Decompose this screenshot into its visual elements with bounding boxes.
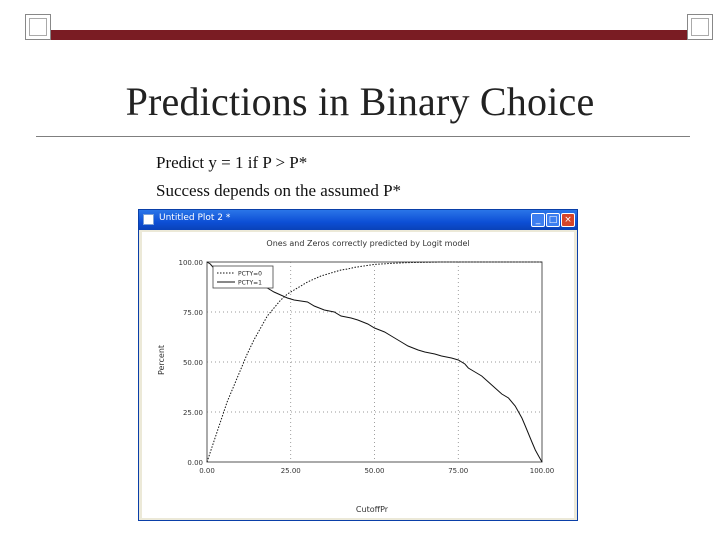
y-tick-label: 25.00 [183,409,203,417]
bullet-item: Predict y = 1 if P > P* [156,153,308,172]
x-axis-label: CutoffPr [356,505,389,514]
series-line-1 [206,261,542,463]
plot-window[interactable]: Untitled Plot 2 * _ □ × Ones and Zeros c… [138,209,578,521]
title-divider [36,136,690,137]
legend-label: PCTY=1 [238,280,262,287]
corner-square-right [687,14,713,40]
y-tick-label: 75.00 [183,309,203,317]
line-chart: Ones and Zeros correctly predicted by Lo… [157,239,555,514]
top-accent-bar [25,30,713,40]
close-icon[interactable]: × [561,213,575,227]
x-tick-label: 100.00 [530,467,555,475]
x-tick-label: 0.00 [199,467,215,475]
app-icon [143,214,154,225]
slide-title: Predictions in Binary Choice [125,79,595,124]
y-axis-label: Percent [157,345,166,375]
y-tick-label: 100.00 [179,259,204,267]
x-tick-label: 75.00 [448,467,468,475]
plot-area: Ones and Zeros correctly predicted by Lo… [142,232,574,518]
maximize-icon[interactable]: □ [546,213,560,227]
minimize-icon[interactable]: _ [531,213,545,227]
x-tick-label: 50.00 [364,467,384,475]
window-title: Untitled Plot 2 * [159,213,231,223]
chart-title: Ones and Zeros correctly predicted by Lo… [266,239,469,248]
bullet-item: Success depends on the assumed P* [156,181,402,200]
x-tick-label: 25.00 [281,467,301,475]
y-tick-label: 0.00 [187,459,203,467]
corner-square-left [25,14,51,40]
legend-label: PCTY=0 [238,271,262,278]
bullet-list: Predict y = 1 if P > P* Success depends … [156,149,401,205]
y-tick-label: 50.00 [183,359,203,367]
window-titlebar[interactable]: Untitled Plot 2 * _ □ × [139,210,577,230]
top-decoration [25,14,713,40]
